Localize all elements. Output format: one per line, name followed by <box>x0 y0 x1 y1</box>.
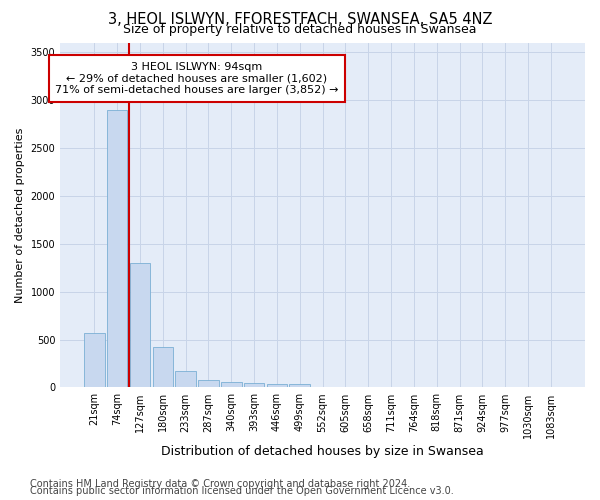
Bar <box>289 384 310 388</box>
Bar <box>221 382 242 388</box>
Text: 3 HEOL ISLWYN: 94sqm
← 29% of detached houses are smaller (1,602)
71% of semi-de: 3 HEOL ISLWYN: 94sqm ← 29% of detached h… <box>55 62 339 95</box>
Bar <box>175 370 196 388</box>
Y-axis label: Number of detached properties: Number of detached properties <box>15 128 25 302</box>
Bar <box>198 380 219 388</box>
Bar <box>152 347 173 388</box>
X-axis label: Distribution of detached houses by size in Swansea: Distribution of detached houses by size … <box>161 444 484 458</box>
Text: Size of property relative to detached houses in Swansea: Size of property relative to detached ho… <box>123 22 477 36</box>
Bar <box>266 384 287 388</box>
Text: Contains HM Land Registry data © Crown copyright and database right 2024.: Contains HM Land Registry data © Crown c… <box>30 479 410 489</box>
Bar <box>130 263 150 388</box>
Text: 3, HEOL ISLWYN, FFORESTFACH, SWANSEA, SA5 4NZ: 3, HEOL ISLWYN, FFORESTFACH, SWANSEA, SA… <box>108 12 492 28</box>
Text: Contains public sector information licensed under the Open Government Licence v3: Contains public sector information licen… <box>30 486 454 496</box>
Bar <box>244 383 265 388</box>
Bar <box>84 333 104 388</box>
Bar <box>107 110 127 388</box>
